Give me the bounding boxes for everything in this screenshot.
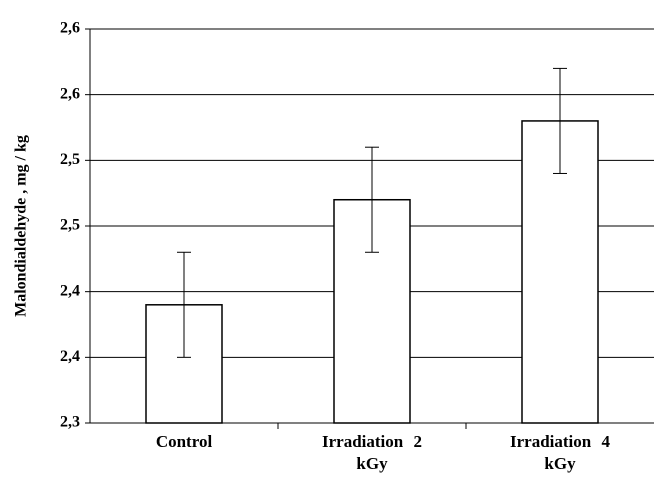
error-bar <box>553 67 567 174</box>
y-tick-label: 2,4 <box>60 348 80 365</box>
y-tick-label: 2,6 <box>60 85 80 102</box>
y-tick-label: 2,5 <box>60 217 80 234</box>
y-tick-label: 2,6 <box>60 20 80 37</box>
y-tick-label: 2,5 <box>60 151 80 168</box>
x-tick-label: Irradiation 2 kGy <box>322 432 422 473</box>
x-tick-label-box: Irradiation 4 kGy <box>510 432 610 473</box>
y-tick-label: 2,3 <box>60 414 80 431</box>
y-axis-label: Malondialdehyde , mg / kg <box>13 135 30 317</box>
x-tick-label: Control <box>155 432 213 451</box>
y-tick-label: 2,4 <box>60 282 80 299</box>
x-tick-label-box: Control <box>155 432 213 451</box>
x-tick-label-box: Irradiation 2 kGy <box>322 432 422 473</box>
error-bar <box>365 146 379 253</box>
x-tick-label: Irradiation 4 kGy <box>510 432 610 473</box>
error-bar <box>177 251 191 358</box>
